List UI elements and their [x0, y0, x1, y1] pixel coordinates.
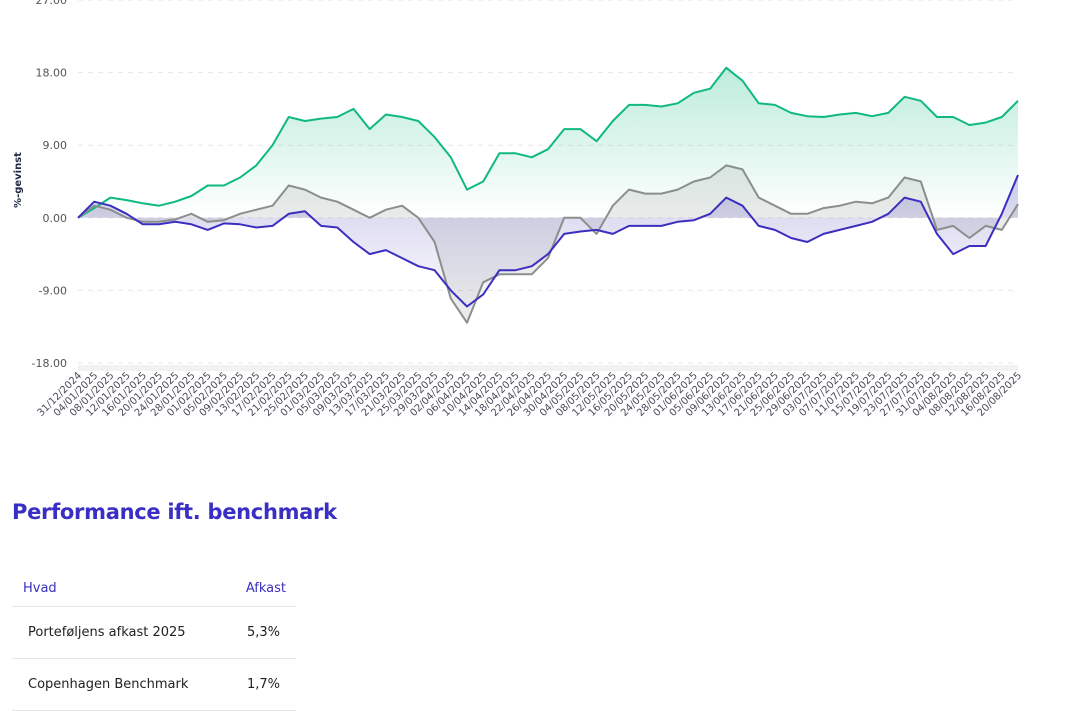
y-tick-label: 9.00	[43, 139, 68, 152]
purple-series-line	[77, 174, 1019, 308]
benchmark-table: Hvad Afkast Porteføljens afkast 2025 5,3…	[12, 570, 296, 711]
row-label: Copenhagen Benchmark	[12, 658, 220, 711]
gray-series-line	[77, 164, 1019, 324]
table-header-row: Hvad Afkast	[12, 570, 296, 607]
row-value: 1,7%	[219, 658, 296, 711]
y-tick-label: 18.00	[36, 67, 68, 80]
table-row: Porteføljens afkast 2025 5,3%	[12, 606, 296, 659]
x-axis-strip	[78, 365, 1018, 371]
y-tick-label: 0.00	[43, 212, 68, 225]
purple-series-area	[78, 175, 1018, 307]
green-series-area	[78, 67, 1018, 218]
green-series-line	[77, 66, 1019, 219]
section-title: Performance ift. benchmark	[12, 500, 337, 524]
row-value: 5,3%	[219, 606, 296, 659]
y-tick-label: -18.00	[32, 357, 67, 370]
y-tick-label: -9.00	[39, 284, 67, 297]
header-hvad: Hvad	[12, 570, 220, 607]
table-row: Copenhagen Benchmark 1,7%	[12, 658, 296, 711]
y-tick-label: 27.00	[36, 0, 68, 7]
row-label: Porteføljens afkast 2025	[12, 606, 220, 659]
y-axis-label: %-gevinst	[13, 152, 24, 208]
header-afkast: Afkast	[219, 570, 296, 607]
